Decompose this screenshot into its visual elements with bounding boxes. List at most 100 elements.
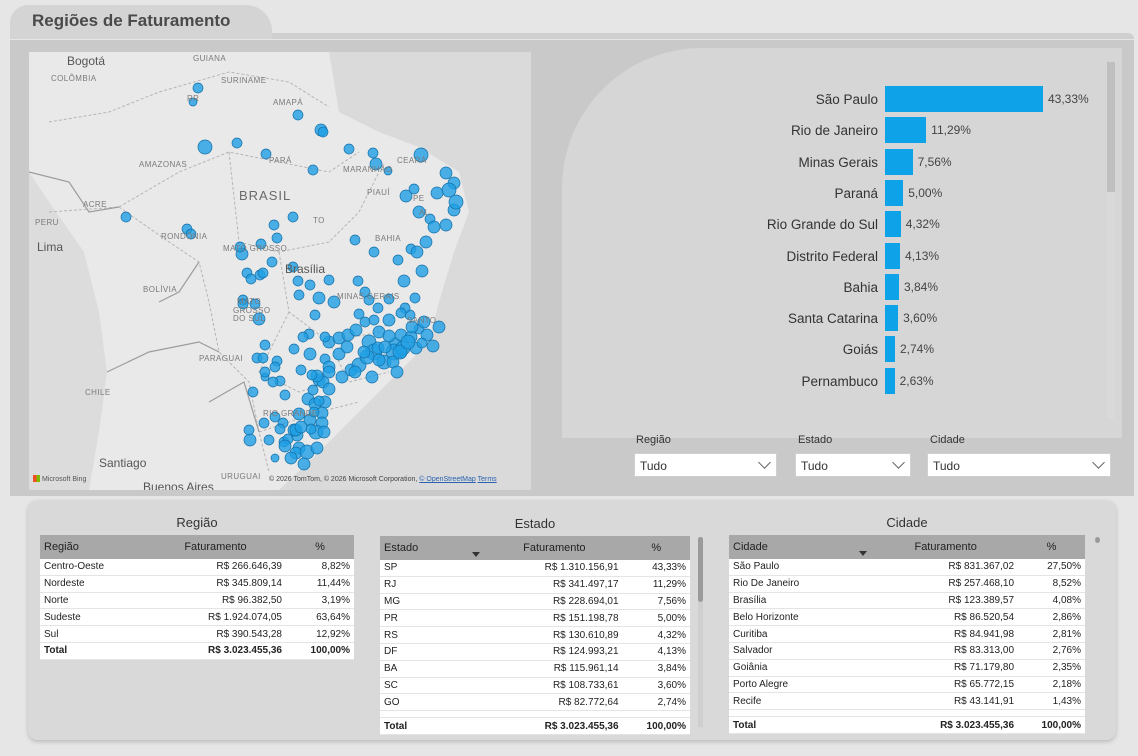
map-bubble[interactable]	[322, 365, 336, 379]
table-row[interactable]: SC R$ 108.733,61 3,60%	[380, 677, 690, 695]
map-bubble[interactable]	[415, 264, 429, 278]
map-bubble[interactable]	[359, 316, 371, 328]
map-bubble[interactable]	[279, 389, 291, 401]
map-bubble[interactable]	[357, 345, 371, 359]
map-bubble[interactable]	[400, 334, 416, 350]
map-bubble[interactable]	[266, 256, 278, 268]
map-bubble[interactable]	[397, 274, 411, 288]
map-bubble[interactable]	[439, 218, 453, 232]
table-row[interactable]: Sudeste R$ 1.924.074,05 63,64%	[40, 608, 354, 627]
map-bubble[interactable]	[352, 275, 364, 287]
column-header[interactable]: Cidade	[729, 535, 874, 559]
map-bubble[interactable]	[269, 361, 281, 373]
map-bubble[interactable]	[120, 211, 132, 223]
bar-row[interactable]: Santa Catarina 3,60%	[562, 305, 1102, 332]
map-bubble[interactable]	[368, 314, 380, 326]
bar-row[interactable]: Bahia 3,84%	[562, 273, 1102, 300]
map-bubble[interactable]	[304, 279, 316, 291]
bar[interactable]	[885, 148, 913, 175]
map-bubble[interactable]	[231, 137, 243, 149]
table-row[interactable]: Sul R$ 390.543,28 12,92%	[40, 625, 354, 643]
table-row[interactable]: Porto Alegre R$ 65.772,15 2,18%	[729, 676, 1085, 694]
map-bubble[interactable]	[258, 417, 270, 429]
table-estado-scrollbar-thumb[interactable]	[698, 537, 703, 602]
map-bubble[interactable]	[390, 365, 404, 379]
chart-scrollbar-thumb[interactable]	[1107, 62, 1115, 192]
map-bubble[interactable]	[419, 235, 433, 249]
map-bubble[interactable]	[243, 424, 255, 436]
table-row[interactable]: MG R$ 228.694,01 7,56%	[380, 593, 690, 611]
table-row[interactable]: Nordeste R$ 345.809,14 11,44%	[40, 575, 354, 593]
table-row[interactable]: RS R$ 130.610,89 4,32%	[380, 626, 690, 644]
map-bubble[interactable]	[410, 245, 424, 259]
table-row[interactable]: BA R$ 115.961,14 3,84%	[380, 660, 690, 678]
map-bubble[interactable]	[383, 293, 395, 305]
map-bubble[interactable]	[257, 352, 269, 364]
table-regiao[interactable]: Região Faturamento% Centro-Oeste R$ 266.646…	[40, 535, 354, 660]
map-bubble[interactable]	[307, 384, 319, 396]
column-header[interactable]: Faturamento	[873, 535, 1019, 559]
map-bubble[interactable]	[439, 166, 453, 180]
map-bubble[interactable]	[252, 312, 266, 326]
map-bubble[interactable]	[292, 407, 306, 421]
map-bubble[interactable]	[288, 343, 300, 355]
table-estado[interactable]: Estado Faturamento% SP R$ 1.310.156,91 43,33…	[380, 536, 690, 735]
bar[interactable]	[885, 367, 895, 394]
map-bubble[interactable]	[348, 365, 362, 379]
map-bubble[interactable]	[382, 329, 396, 343]
map-bubble[interactable]	[427, 220, 441, 234]
map-bubble[interactable]	[185, 228, 197, 240]
map-bubble[interactable]	[260, 148, 272, 160]
bar-row[interactable]: Rio Grande do Sul 4,32%	[562, 211, 1102, 238]
map-bubble[interactable]	[405, 320, 419, 334]
osm-link[interactable]: © OpenStreetMap	[419, 476, 476, 483]
map-bubble[interactable]	[392, 254, 404, 266]
column-header[interactable]: %	[622, 536, 690, 560]
sort-descending-icon[interactable]	[859, 551, 868, 556]
bar[interactable]	[885, 86, 1043, 112]
map-bubble[interactable]	[267, 376, 279, 388]
map-visual[interactable]: Bogotá COLÔMBIA GUIANA SURINAME RR AMAPÁ…	[29, 52, 531, 490]
map-bubble[interactable]	[308, 406, 320, 418]
table-row[interactable]: SP R$ 1.310.156,91 43,33%	[380, 560, 690, 577]
map-bubble[interactable]	[295, 364, 307, 376]
map-bubble[interactable]	[297, 457, 311, 471]
map-bubble[interactable]	[359, 286, 371, 298]
map-bubble[interactable]	[305, 423, 317, 435]
column-header[interactable]: Estado	[380, 536, 487, 560]
column-header[interactable]: Região	[40, 535, 145, 559]
map-bubble[interactable]	[441, 182, 457, 198]
map-bubble[interactable]	[292, 275, 304, 287]
sort-descending-icon[interactable]	[472, 552, 481, 557]
table-row[interactable]: Recife R$ 43.141,91 1,43%	[729, 692, 1085, 711]
map-bubble[interactable]	[297, 331, 309, 343]
map-bubble[interactable]	[284, 451, 298, 465]
bar[interactable]	[885, 336, 895, 363]
map-bubble[interactable]	[269, 411, 281, 423]
table-row[interactable]: DF R$ 124.993,21 4,13%	[380, 643, 690, 661]
map-bubble[interactable]	[420, 328, 434, 342]
map-bubble[interactable]	[430, 186, 444, 200]
map-bubble[interactable]	[317, 126, 329, 138]
bar-row[interactable]: Pernambuco 2,63%	[562, 367, 1102, 394]
bar-row[interactable]: São Paulo 43,33%	[562, 86, 1102, 112]
map-bubble[interactable]	[378, 340, 392, 354]
map-bubble[interactable]	[353, 308, 365, 320]
table-cidade[interactable]: Cidade Faturamento% São Paulo R$ 831.367,02…	[729, 535, 1085, 734]
bar-chart[interactable]: São Paulo 43,33% Rio de Janeiro 11,29% Minas…	[562, 48, 1102, 418]
column-header[interactable]: Faturamento	[145, 535, 286, 559]
bar-row[interactable]: Goiás 2,74%	[562, 336, 1102, 363]
map-bubble[interactable]	[188, 97, 198, 107]
map-bubble[interactable]	[382, 313, 396, 327]
map-bubble[interactable]	[327, 295, 341, 309]
map-bubble[interactable]	[332, 347, 346, 361]
column-header[interactable]: Faturamento	[486, 536, 623, 560]
table-row[interactable]: RJ R$ 341.497,17 11,29%	[380, 576, 690, 594]
map-bubble[interactable]	[367, 147, 379, 159]
map-bubble[interactable]	[365, 370, 379, 384]
bar-row[interactable]: Minas Gerais 7,56%	[562, 148, 1102, 175]
map-bubble[interactable]	[292, 109, 304, 121]
map-bubble[interactable]	[307, 164, 319, 176]
map-bubble[interactable]	[383, 166, 393, 176]
map-bubble[interactable]	[249, 298, 261, 310]
